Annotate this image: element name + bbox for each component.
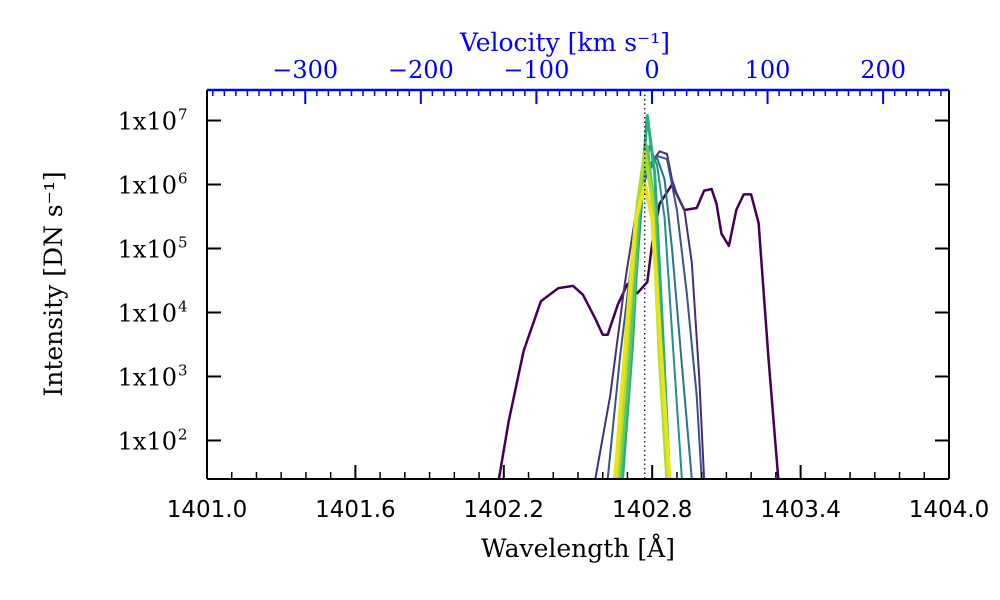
top-x-tick-label: 0 xyxy=(644,56,659,84)
ticks-layer: 1401.0 1401.6 1402.2 1402.8 1403.4 1404.0 −300… xyxy=(118,56,990,523)
top-x-tick-label: −200 xyxy=(388,56,454,84)
y-axis-title: Intensity [DN s⁻¹] xyxy=(39,171,68,396)
y-tick-label: 1x10 xyxy=(118,236,177,264)
top-x-tick-label: 200 xyxy=(860,56,906,84)
top-axis-title: Velocity [km s⁻¹] xyxy=(459,28,670,57)
y-tick-label: 1x10 xyxy=(118,299,177,327)
top-x-tick-label: −300 xyxy=(272,56,338,84)
y-tick-label: 1x10 xyxy=(118,172,177,200)
y-tick-label-exponent: 6 xyxy=(178,170,188,188)
y-tick-label-exponent: 4 xyxy=(178,297,188,315)
x-tick-label: 1402.2 xyxy=(464,497,544,523)
y-tick-label: 1x10 xyxy=(118,108,177,136)
x-tick-label: 1401.6 xyxy=(315,497,395,523)
series-line-2 xyxy=(594,150,706,479)
y-tick-label-exponent: 7 xyxy=(178,106,188,124)
series-layer xyxy=(497,114,780,479)
series-line-3 xyxy=(606,154,703,479)
x-tick-label: 1401.0 xyxy=(167,497,247,523)
top-x-tick-label: −100 xyxy=(503,56,569,84)
x-tick-label: 1404.0 xyxy=(909,497,989,523)
x-axis-title: Wavelength [Å] xyxy=(481,533,675,563)
axes-layer xyxy=(206,88,950,480)
x-tick-label: 1403.4 xyxy=(760,497,840,523)
y-tick-label: 1x10 xyxy=(118,363,177,391)
series-line-6 xyxy=(621,114,671,479)
top-x-tick-label: 100 xyxy=(745,56,791,84)
y-tick-label: 1x10 xyxy=(118,427,177,455)
y-tick-label-exponent: 5 xyxy=(178,234,188,252)
labels-layer: Wavelength [Å] Velocity [km s⁻¹] Intensi… xyxy=(39,28,675,563)
y-tick-label-exponent: 2 xyxy=(178,425,188,443)
x-tick-label: 1402.8 xyxy=(612,497,692,523)
y-tick-label-exponent: 3 xyxy=(178,361,188,379)
